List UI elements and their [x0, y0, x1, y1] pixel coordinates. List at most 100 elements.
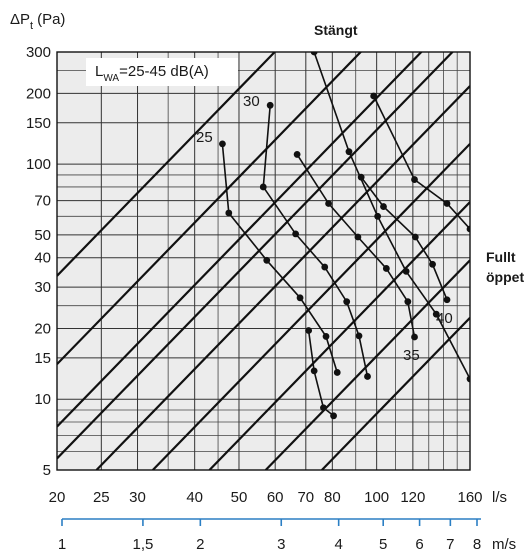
x2-tick-label: 8 [473, 536, 481, 553]
x-axis-unit: l/s [492, 489, 507, 506]
curve-point [402, 267, 410, 275]
curve-point [354, 233, 362, 241]
curve-point [466, 225, 470, 233]
curve-point [266, 101, 274, 109]
diagonal-line [57, 52, 423, 428]
diagonal-line [152, 143, 470, 470]
y-tick-label: 30 [34, 279, 51, 296]
diagonal-line [57, 52, 277, 277]
curve-point [225, 209, 233, 217]
x-tick-label: 40 [186, 489, 203, 506]
curve-point [219, 140, 226, 148]
x-tick-label: 20 [49, 489, 66, 506]
lwa-annotation-bg [86, 58, 238, 86]
curve-point [404, 298, 412, 306]
curve-point [443, 200, 451, 207]
y-tick-label: 200 [26, 85, 51, 102]
curve-line [307, 330, 335, 417]
curve-point [411, 233, 419, 241]
curve-point [370, 92, 378, 100]
curve-label-40: 40 [436, 310, 453, 327]
curve-point [310, 52, 318, 56]
x-tick-label: 120 [400, 489, 425, 506]
y-axis-label: ΔPt (Pa) [10, 11, 65, 32]
y-tick-label: 100 [26, 156, 51, 173]
x2-tick-label: 4 [334, 536, 342, 553]
x-tick-label: 30 [129, 489, 146, 506]
curve-line [296, 153, 416, 338]
secondary-x-axis: 1 1,5 2 3 4 5 6 7 8 [58, 518, 481, 553]
curve-point [292, 230, 300, 238]
y-tick-labels: 5 10 15 20 30 40 50 70 100 150 200 300 [26, 44, 51, 479]
lwa-annotation: LWA=25-45 dB(A) [95, 63, 209, 84]
y-tick-label: 20 [34, 320, 51, 337]
diagonal-line [208, 201, 470, 470]
y-tick-label: 70 [34, 193, 51, 210]
curve-point [466, 375, 470, 383]
y-tick-label: 15 [34, 350, 51, 367]
y-tick-label: 150 [26, 115, 51, 132]
x2-tick-label: 7 [446, 536, 454, 553]
curve-point [333, 369, 341, 376]
x-tick-labels: 20 25 30 40 50 60 70 80 100 120 160 [49, 489, 483, 506]
x-tick-label: 100 [364, 489, 389, 506]
curve-point [259, 183, 267, 191]
label-open-line2: öppet [486, 269, 524, 285]
curve-point [380, 203, 387, 210]
curve-point [310, 367, 318, 375]
y-tick-label: 300 [26, 44, 51, 61]
curve-line [372, 95, 470, 230]
x2-tick-label: 2 [196, 536, 204, 553]
curve-label-25: 25 [196, 129, 213, 146]
y-tick-label: 5 [43, 462, 51, 479]
curve-point [343, 298, 351, 306]
x-tick-label: 80 [324, 489, 341, 506]
curve-point [321, 263, 329, 271]
curve-label-35: 35 [403, 347, 420, 364]
curve-line [221, 143, 338, 373]
diagonal-line [264, 259, 470, 470]
x2-tick-label: 1 [58, 536, 66, 553]
y-tick-label: 40 [34, 250, 51, 267]
x2-tick-label: 3 [277, 536, 285, 553]
diagonal-line [321, 317, 470, 470]
x2-tick-label: 6 [415, 536, 423, 553]
label-open-line1: Fullt [486, 249, 516, 265]
curve-point [320, 404, 327, 412]
curve-point [296, 294, 304, 302]
label-closed: Stängt [314, 22, 358, 38]
x-tick-label: 160 [457, 489, 482, 506]
diagonal-line [57, 52, 454, 460]
curve-point [443, 296, 451, 304]
curve-point [325, 200, 332, 207]
plot-frame [56, 51, 471, 471]
x-tick-label: 60 [267, 489, 284, 506]
curve-point [411, 176, 418, 183]
curve-point [432, 310, 440, 318]
x2-axis-unit: m/s [492, 536, 516, 553]
diagonal-line [57, 52, 363, 365]
curve-point [322, 333, 330, 340]
curve-point [355, 332, 363, 340]
y-tick-label: 10 [34, 391, 51, 408]
curve-point [263, 256, 271, 264]
x-tick-label: 70 [297, 489, 314, 506]
x2-tick-label: 1,5 [132, 536, 153, 553]
curve-point [429, 260, 436, 268]
plot-border [56, 51, 471, 471]
y-tick-label: 50 [34, 227, 51, 244]
curve-point [293, 151, 301, 158]
curve-point [364, 373, 371, 380]
curves [219, 52, 470, 420]
curve-label-30: 30 [243, 93, 260, 110]
x-tick-label: 25 [93, 489, 110, 506]
curve-point [330, 412, 337, 420]
curve-point [374, 212, 382, 220]
x2-tick-label: 5 [379, 536, 387, 553]
curve-point [411, 333, 418, 341]
curve-line [313, 52, 470, 380]
curve-point [305, 327, 313, 334]
x-tick-label: 50 [231, 489, 248, 506]
curve-point [382, 265, 390, 272]
